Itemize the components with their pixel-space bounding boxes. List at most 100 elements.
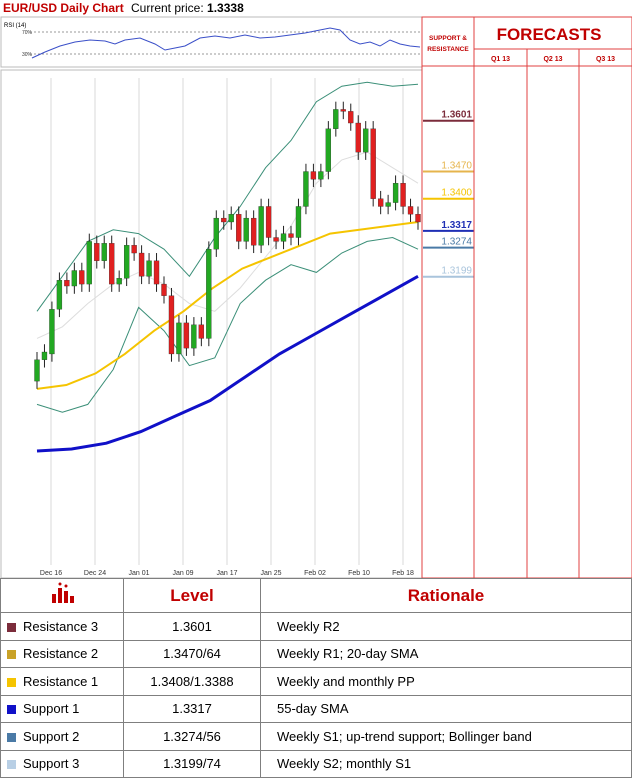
x-tick-label: Jan 01 (128, 570, 149, 577)
x-tick-label: Feb 18 (392, 570, 414, 577)
row-name: Resistance 2 (23, 646, 99, 662)
sr-level-label: 1.3470 (441, 161, 472, 172)
candle-up (325, 128, 332, 172)
chart-title: EUR/USD Daily Chart (3, 1, 124, 15)
candle-up (191, 324, 197, 349)
row-level: 1.3601 (123, 612, 261, 641)
candle-down (109, 243, 115, 285)
row-name-cell: Resistance 2 (0, 639, 124, 668)
row-name: Support 3 (23, 756, 80, 772)
candle-up (34, 359, 40, 382)
candle-down (310, 171, 317, 180)
row-name: Resistance 1 (23, 673, 99, 689)
row-level: 1.3470/64 (123, 639, 261, 668)
table-row: Support 3 1.3199/74 Weekly S2; monthly S1 (0, 749, 632, 778)
color-swatch (7, 677, 16, 687)
row-name-cell: Resistance 1 (0, 667, 124, 696)
x-tick-label: Jan 17 (216, 570, 237, 577)
candle-down (265, 206, 272, 238)
candle-down (370, 128, 376, 199)
candle-down (348, 111, 354, 124)
x-tick-label: Dec 24 (84, 570, 106, 577)
sma55-line (36, 221, 419, 390)
sr-level-label: 1.3274 (441, 237, 472, 248)
candle-up (176, 322, 182, 355)
candle-up (333, 109, 339, 129)
sr-level-label: 1.3601 (441, 110, 472, 121)
support-resistance-panel: SUPPORT & RESISTANCE 1.3601 1.3470 1.3400 1.… (421, 16, 475, 578)
current-price-label: Current price: (131, 1, 204, 15)
candle-up (71, 270, 78, 287)
row-name: Support 2 (23, 728, 80, 744)
candle-down (183, 322, 190, 349)
bollinger-lower-line (36, 236, 419, 413)
sr-level-label: 1.3400 (441, 188, 472, 199)
chart-header: EUR/USD Daily Chart Current price: 1.333… (0, 0, 422, 16)
x-tick-label: Feb 02 (304, 570, 326, 577)
candle-down (161, 283, 167, 296)
forecast-column-header: Q2 13 (543, 56, 562, 63)
candle-up (295, 206, 302, 238)
x-axis: Dec 16 Dec 24 Jan 01 Jan 09 Jan 17 Jan 25 Feb … (40, 570, 414, 577)
candle-up (228, 214, 234, 223)
table-row: Resistance 3 1.3601 Weekly R2 (0, 612, 632, 641)
long-sma-line (36, 274, 419, 453)
row-rationale: Weekly R1; 20-day SMA (260, 639, 632, 668)
bollinger-upper-line (36, 81, 419, 312)
row-rationale: Weekly R2 (260, 612, 632, 641)
candle-down (355, 122, 361, 153)
current-price: Current price: 1.3338 (131, 1, 244, 15)
forecast-column-header: Q3 13 (596, 56, 615, 63)
candle-up (146, 260, 152, 277)
candle-down (198, 324, 205, 339)
x-tick-label: Feb 10 (348, 570, 370, 577)
candle-up (49, 309, 55, 355)
candle-down (340, 109, 346, 112)
row-rationale: Weekly and monthly PP (260, 667, 632, 696)
candle-up (258, 206, 264, 246)
levels-table: Level Rationale Resistance 3 1.3601 Weekly… (0, 578, 632, 778)
row-rationale: Weekly S1; up-trend support; Bollinger b… (260, 722, 632, 751)
sma20-line (36, 151, 419, 339)
rsi-label: RSI (14) (4, 23, 26, 29)
color-swatch (7, 732, 16, 742)
table-row: Resistance 1 1.3408/1.3388 Weekly and mont… (0, 667, 632, 696)
sr-levels: 1.3601 1.3470 1.3400 1.3317 1.3274 1.3199 (423, 110, 474, 278)
x-tick-label: Jan 09 (172, 570, 193, 577)
candle-up (280, 233, 287, 242)
indicator-lines (36, 81, 419, 453)
grid (50, 78, 404, 565)
candle-down (377, 198, 384, 207)
candle-down (415, 214, 421, 223)
rsi-level-high: 70% (22, 30, 33, 36)
candle-down (64, 280, 70, 287)
candle-up (385, 202, 391, 207)
row-name-cell: Resistance 3 (0, 612, 124, 641)
sr-header: SUPPORT & RESISTANCE (427, 35, 469, 53)
candle-down (400, 183, 406, 207)
rsi-line (31, 27, 421, 59)
candle-down (273, 237, 279, 242)
table-row: Resistance 2 1.3470/64 Weekly R1; 20-day S… (0, 639, 632, 668)
candle-up (86, 241, 92, 285)
forecast-title: FORECASTS (497, 25, 602, 44)
color-swatch (7, 650, 16, 660)
row-name-cell: Support 1 (0, 694, 124, 723)
table-header-level: Level (123, 578, 261, 613)
table-header-icon-cell (0, 578, 124, 613)
candle-up (56, 280, 63, 310)
candle-down (250, 217, 257, 246)
candle-down (288, 233, 294, 238)
candle-up (206, 249, 212, 339)
price-panel: 1.37111.35591.34081.32571.31051.29541.28… (0, 69, 423, 578)
row-level: 1.3408/1.3388 (123, 667, 261, 696)
candle-up (213, 217, 219, 250)
candle-up (243, 217, 249, 242)
sr-level-label: 1.3199 (441, 266, 472, 277)
table-row: Support 1 1.3317 55-day SMA (0, 694, 632, 723)
candle-down (236, 214, 242, 242)
candle-down (153, 260, 160, 285)
candle-up (363, 128, 369, 153)
row-level: 1.3317 (123, 694, 261, 723)
candle-down (168, 295, 175, 355)
